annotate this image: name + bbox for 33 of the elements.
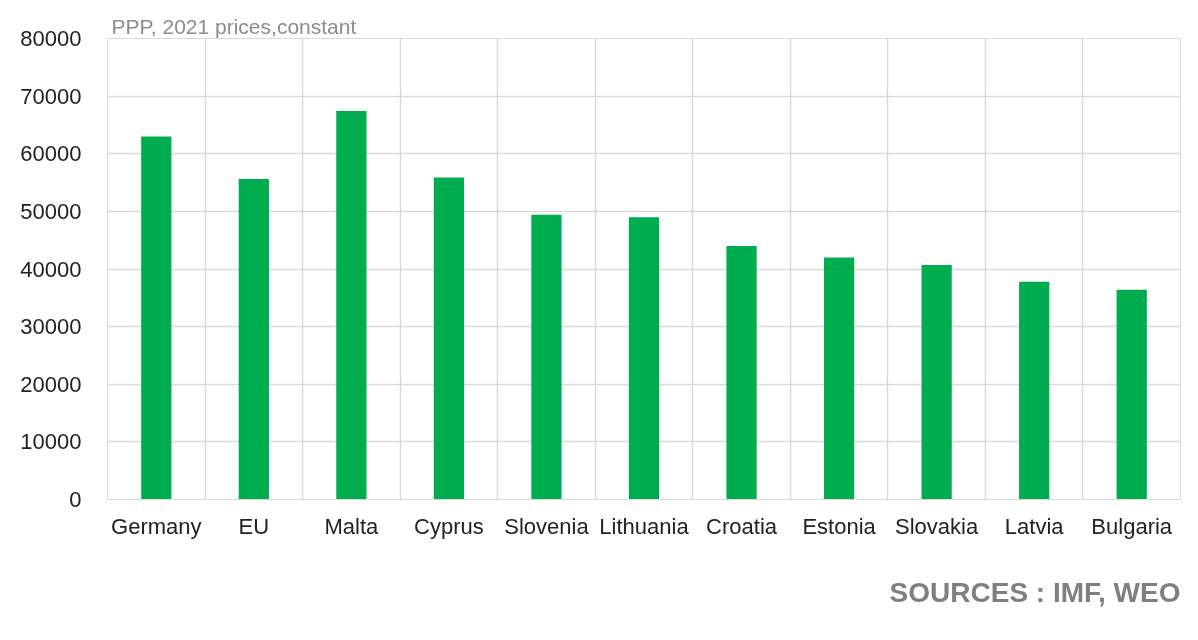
y-tick-label: 60000: [20, 141, 82, 167]
x-tick-label: Croatia: [706, 513, 778, 539]
y-tick-label: 20000: [20, 371, 82, 397]
bar: [1116, 289, 1147, 500]
x-tick-label: Bulgaria: [1091, 513, 1173, 539]
bar: [433, 177, 465, 500]
y-tick-label: 70000: [20, 83, 82, 109]
x-tick-label: Cyprus: [414, 513, 484, 539]
x-tick-label: Slovakia: [895, 513, 979, 539]
y-tick-label: 30000: [20, 314, 82, 340]
bar: [921, 264, 952, 500]
bar: [726, 245, 757, 500]
bar: [141, 136, 172, 500]
y-tick-label: 10000: [20, 429, 82, 455]
y-tick-label: 0: [69, 487, 82, 512]
bar: [823, 257, 855, 500]
bar: [1019, 281, 1050, 500]
bar: [628, 217, 660, 500]
bar: [531, 214, 562, 500]
bar: [238, 179, 269, 500]
x-tick-label: EU: [238, 513, 270, 539]
x-tick-label: Slovenia: [504, 513, 590, 539]
y-tick-label: 80000: [20, 26, 82, 51]
x-tick-label: Malta: [324, 513, 380, 539]
bar: [336, 111, 367, 500]
source-note: SOURCES : IMF, WEO: [889, 576, 1181, 608]
x-tick-label: Latvia: [1004, 513, 1065, 539]
chart-subtitle: PPP, 2021 prices,constant: [111, 14, 357, 38]
x-tick-label: Estonia: [802, 513, 877, 539]
x-tick-label: Germany: [111, 513, 202, 539]
x-tick-label: Lithuania: [599, 513, 690, 539]
y-tick-label: 50000: [20, 198, 82, 224]
y-tick-label: 40000: [20, 256, 82, 282]
